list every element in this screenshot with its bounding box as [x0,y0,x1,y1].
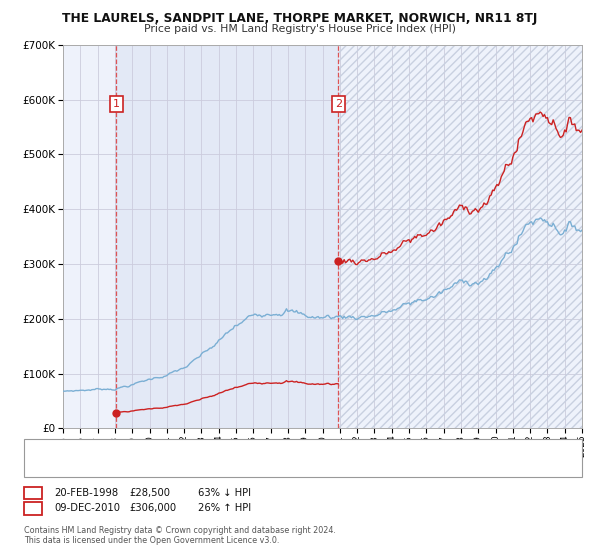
Text: Contains HM Land Registry data © Crown copyright and database right 2024.: Contains HM Land Registry data © Crown c… [24,526,336,535]
Bar [338,45,582,428]
Text: 26% ↑ HPI: 26% ↑ HPI [198,503,251,514]
Text: This data is licensed under the Open Government Licence v3.0.: This data is licensed under the Open Gov… [24,536,280,545]
Text: HPI: Average price, detached house, North Norfolk: HPI: Average price, detached house, Nort… [66,465,284,474]
Text: THE LAURELS, SANDPIT LANE, THORPE MARKET, NORWICH, NR11 8TJ: THE LAURELS, SANDPIT LANE, THORPE MARKET… [62,12,538,25]
Text: 20-FEB-1998: 20-FEB-1998 [54,488,118,498]
Text: 09-DEC-2010: 09-DEC-2010 [54,503,120,514]
Text: £28,500: £28,500 [129,488,170,498]
Text: 1: 1 [113,99,120,109]
Text: 1: 1 [29,488,37,498]
Text: £306,000: £306,000 [129,503,176,514]
Bar [116,45,338,428]
Text: 2: 2 [29,503,37,514]
Text: Price paid vs. HM Land Registry's House Price Index (HPI): Price paid vs. HM Land Registry's House … [144,24,456,34]
Text: 63% ↓ HPI: 63% ↓ HPI [198,488,251,498]
Text: 2: 2 [335,99,342,109]
Text: THE LAURELS, SANDPIT LANE, THORPE MARKET, NORWICH, NR11 8TJ (detached house): THE LAURELS, SANDPIT LANE, THORPE MARKET… [66,456,444,465]
